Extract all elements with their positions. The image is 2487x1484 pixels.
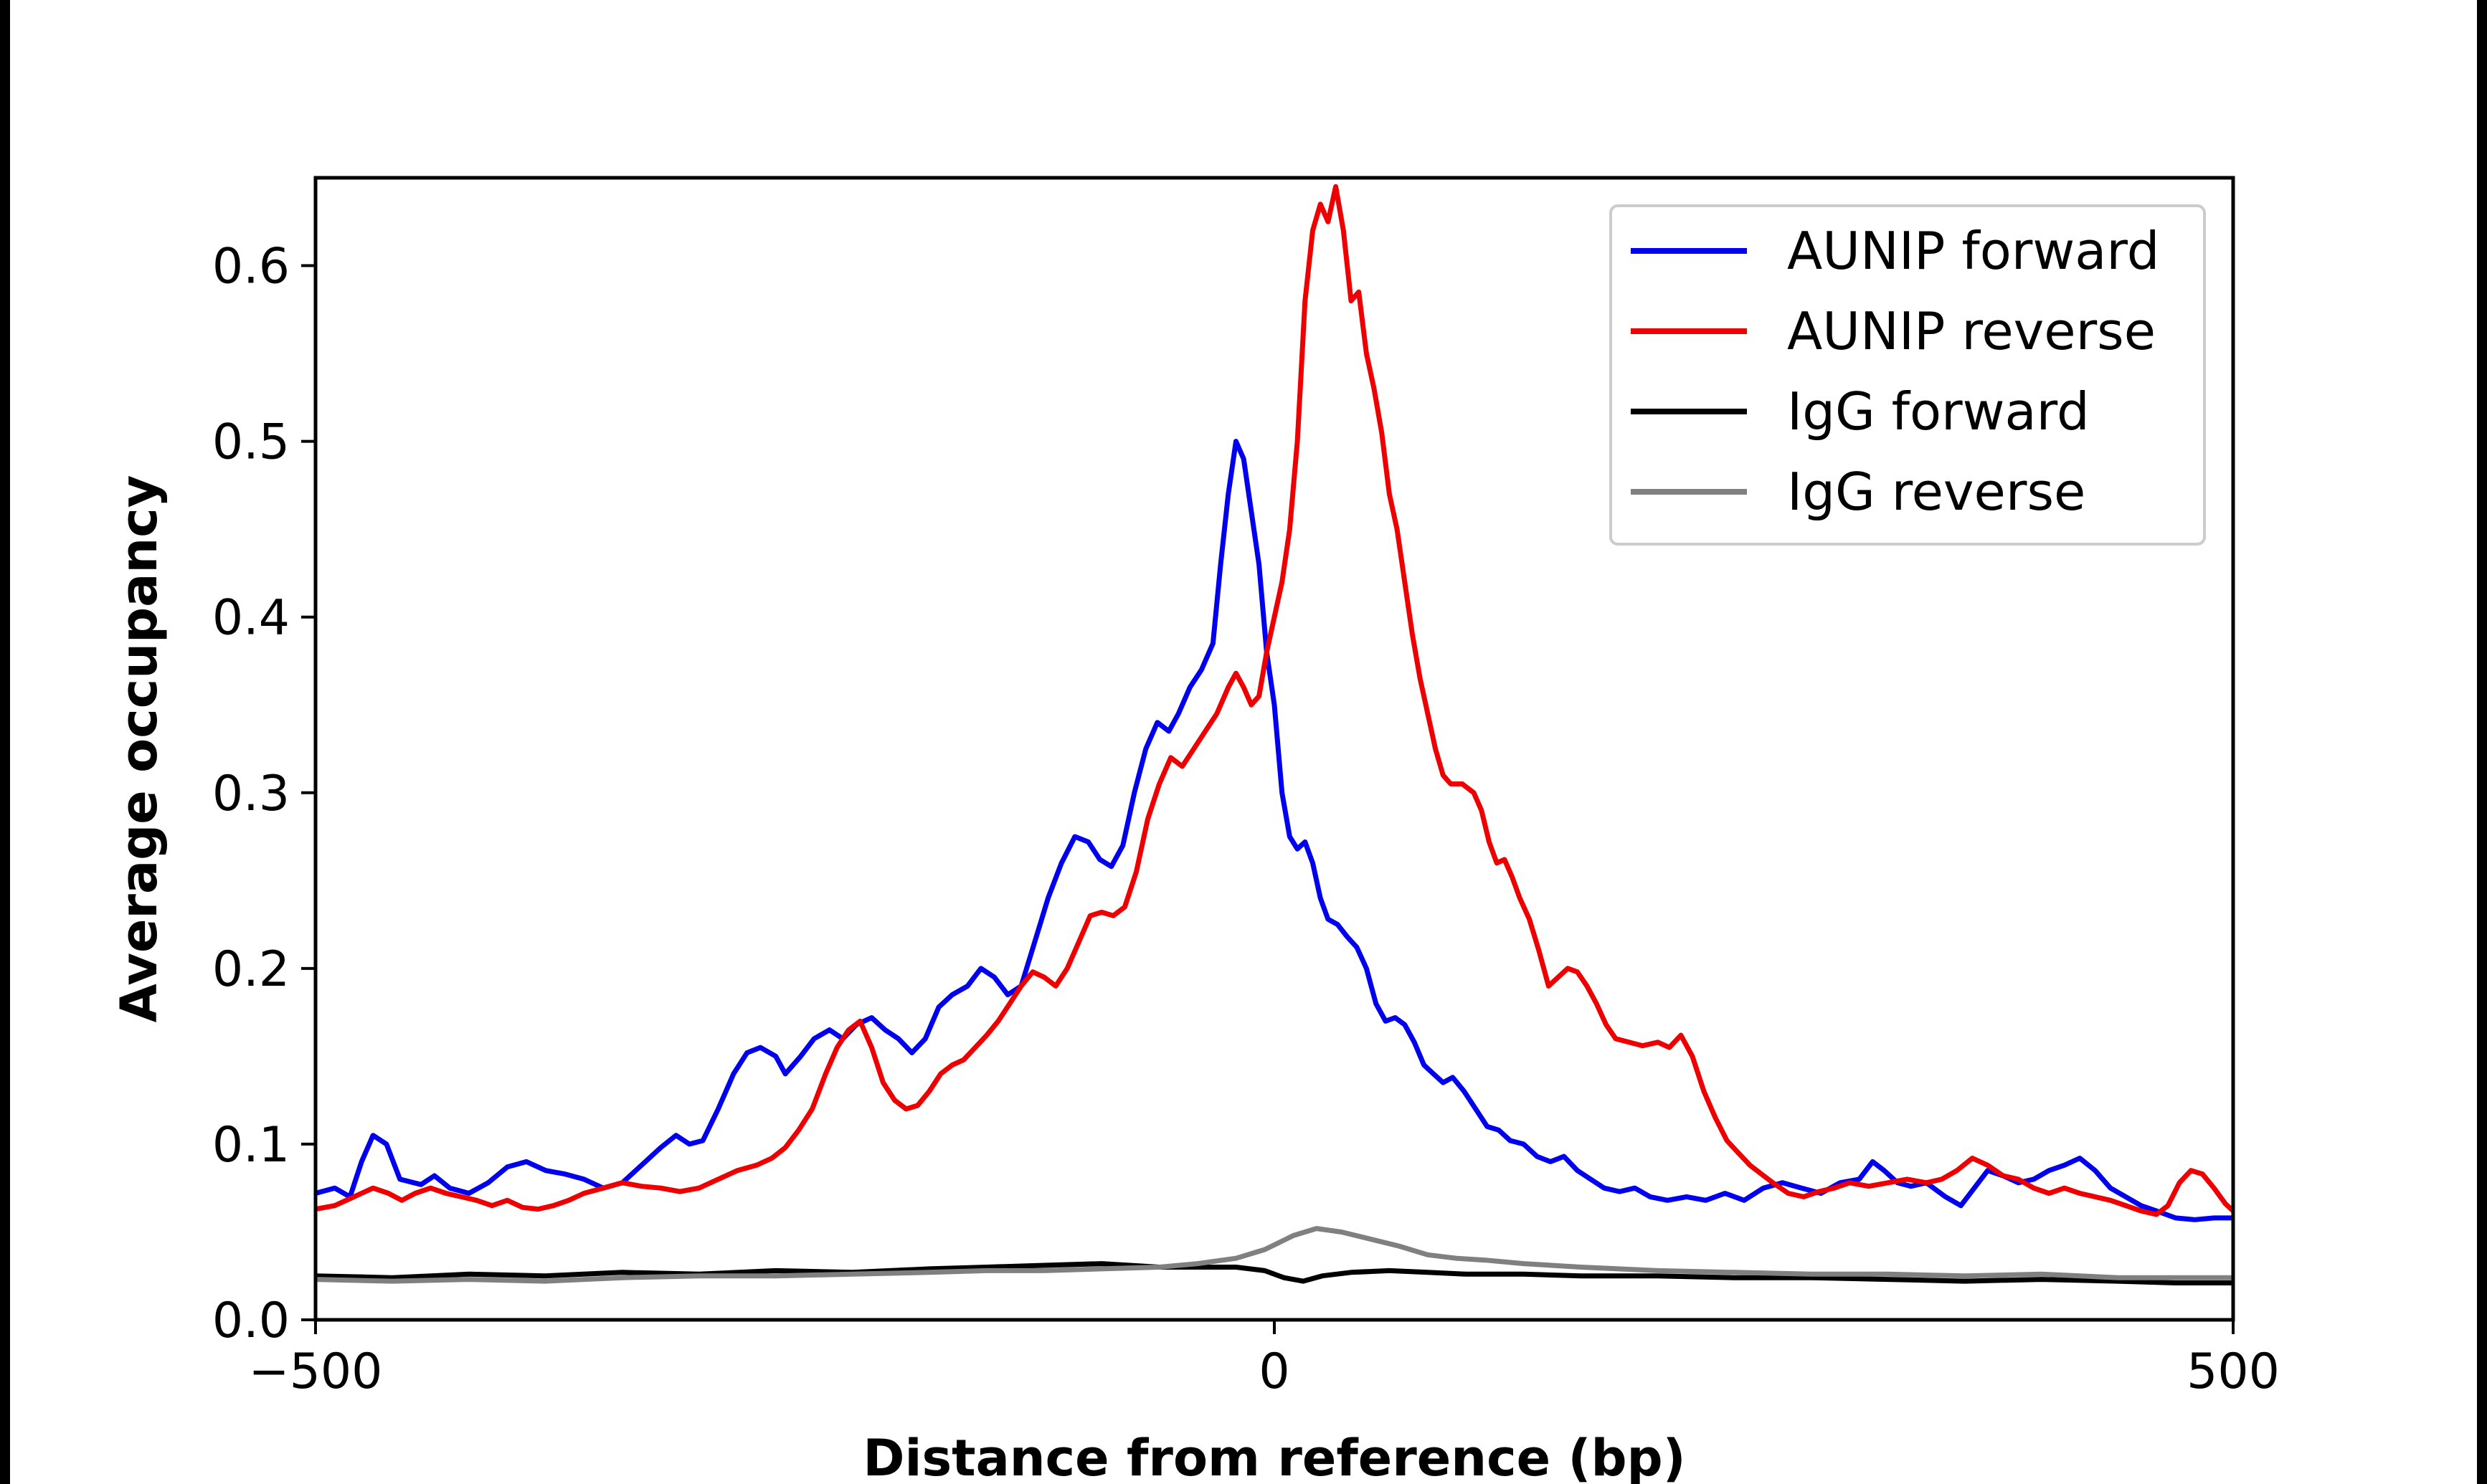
y-tick-label: 0.5 bbox=[212, 414, 290, 471]
x-tick-label: −500 bbox=[249, 1343, 383, 1400]
series-line-igg-reverse bbox=[316, 1226, 2233, 1284]
y-tick-label: 0.2 bbox=[212, 941, 290, 998]
legend: AUNIP forward AUNIP reverse IgG forward IgG… bbox=[1609, 204, 2206, 546]
y-axis-label: Average occupancy bbox=[110, 475, 169, 1023]
axis-ticks: −500 0 500 0.0 0.1 0.2 0.3 0.4 0.5 0.6 bbox=[212, 239, 2280, 1400]
x-axis-label: Distance from reference (bp) bbox=[863, 1429, 1685, 1484]
series-line-igg-forward bbox=[316, 1261, 2233, 1285]
legend-entry-label: IgG reverse bbox=[1787, 462, 2085, 522]
x-tick-label: 0 bbox=[1259, 1343, 1289, 1400]
frame-border-right bbox=[2477, 0, 2487, 1484]
legend-box bbox=[1609, 204, 2206, 546]
legend-entry-label: IgG forward bbox=[1787, 381, 2090, 442]
series-layer bbox=[316, 184, 2233, 1285]
x-tick-label: 500 bbox=[2187, 1343, 2280, 1400]
y-tick-label: 0.6 bbox=[212, 239, 290, 295]
legend-entry-label: AUNIP reverse bbox=[1787, 301, 2156, 361]
y-tick-label: 0.3 bbox=[212, 766, 290, 822]
y-tick-label: 0.0 bbox=[212, 1293, 290, 1349]
series-line-aunip-forward bbox=[316, 439, 2233, 1222]
legend-entry-label: AUNIP forward bbox=[1787, 221, 2159, 281]
y-tick-label: 0.4 bbox=[212, 590, 290, 647]
frame-border-left bbox=[0, 0, 10, 1484]
y-tick-label: 0.1 bbox=[212, 1117, 290, 1174]
series-line-aunip-reverse bbox=[316, 184, 2233, 1217]
